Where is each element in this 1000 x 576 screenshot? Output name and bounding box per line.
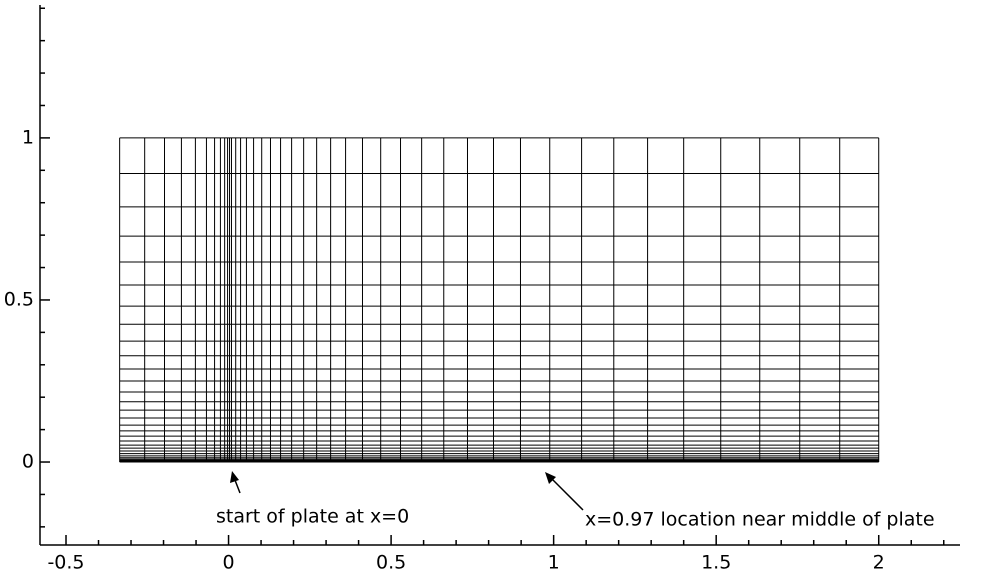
y-tick-label: 0 xyxy=(22,451,34,473)
x-tick-label: 2 xyxy=(873,552,885,574)
x-tick-label: 0.5 xyxy=(376,552,406,574)
x-tick-label: 1.5 xyxy=(701,552,731,574)
x-tick-label: 1 xyxy=(548,552,560,574)
annotation: x=0.97 location near middle of plate xyxy=(585,509,935,531)
annotation: start of plate at x=0 xyxy=(216,506,409,528)
y-tick-label: 1 xyxy=(22,126,34,148)
y-tick-label: 0.5 xyxy=(4,288,34,310)
arrow-head xyxy=(230,471,239,483)
x-tick-label: -0.5 xyxy=(47,552,84,574)
arrow-head xyxy=(545,472,556,484)
arrow xyxy=(548,475,584,511)
x-tick-label: 0 xyxy=(223,552,235,574)
